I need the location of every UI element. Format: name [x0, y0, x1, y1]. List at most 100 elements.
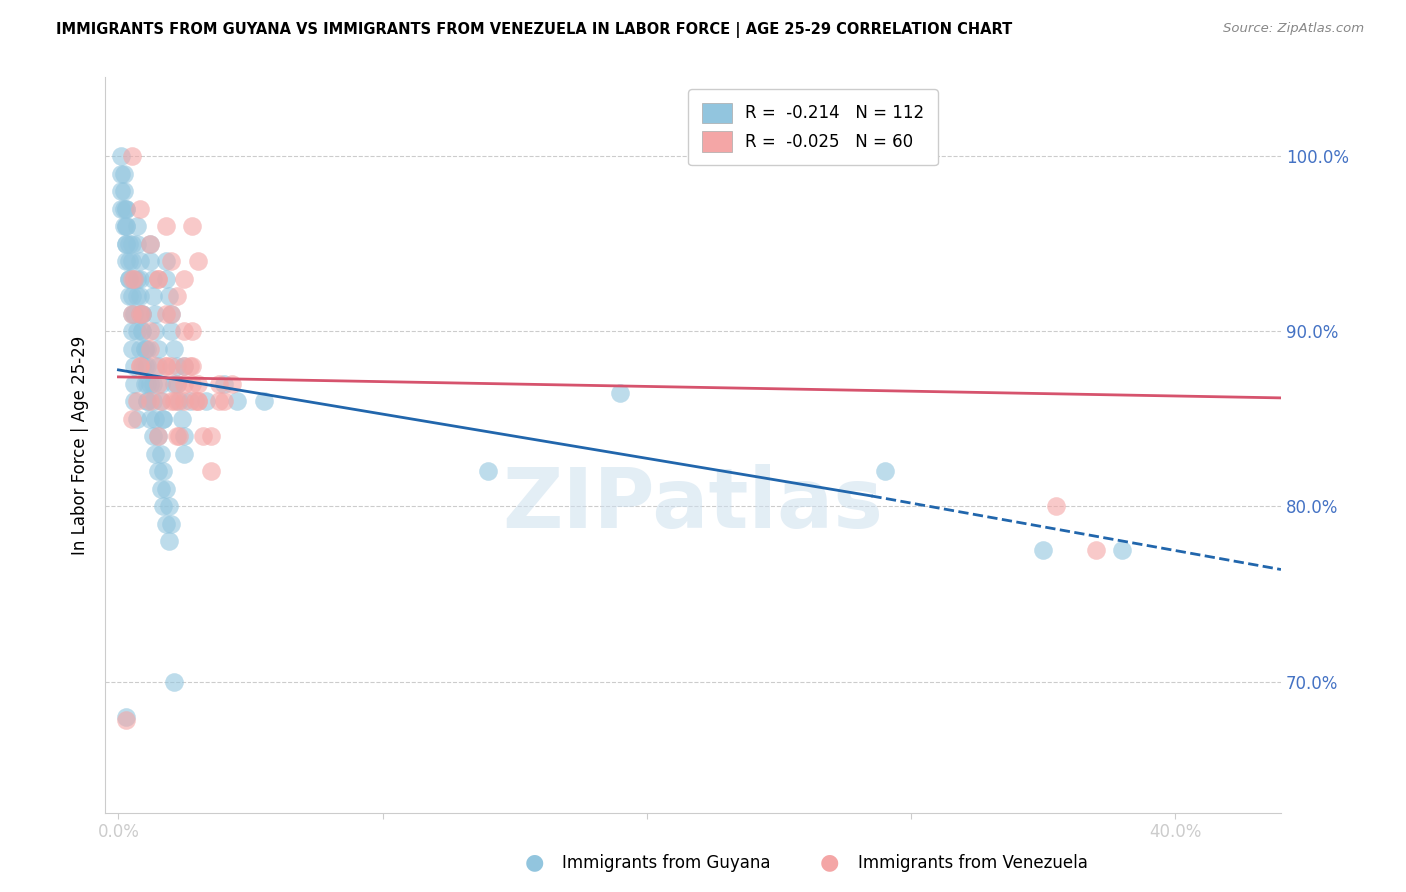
Point — [142, 429, 165, 443]
Point — [146, 429, 169, 443]
Point — [226, 394, 249, 409]
Point — [124, 359, 146, 374]
Point — [128, 359, 150, 374]
Point — [157, 534, 180, 549]
Text: ●: ● — [820, 853, 839, 872]
Point — [173, 376, 195, 391]
Point — [112, 167, 135, 181]
Point — [152, 465, 174, 479]
Point — [128, 307, 150, 321]
Point — [145, 307, 167, 321]
Point — [115, 709, 138, 723]
Point — [112, 219, 135, 234]
Point — [145, 447, 167, 461]
Point — [155, 359, 177, 374]
Point — [110, 184, 132, 198]
Point — [160, 324, 183, 338]
Point — [179, 394, 201, 409]
Text: Source: ZipAtlas.com: Source: ZipAtlas.com — [1223, 22, 1364, 36]
Point — [142, 272, 165, 286]
Point — [118, 272, 141, 286]
Point — [128, 254, 150, 268]
Point — [155, 359, 177, 374]
Text: IMMIGRANTS FROM GUYANA VS IMMIGRANTS FROM VENEZUELA IN LABOR FORCE | AGE 25-29 C: IMMIGRANTS FROM GUYANA VS IMMIGRANTS FRO… — [56, 22, 1012, 38]
Y-axis label: In Labor Force | Age 25-29: In Labor Force | Age 25-29 — [72, 335, 89, 555]
Point — [181, 219, 204, 234]
Point — [125, 236, 148, 251]
Point — [128, 359, 150, 374]
Point — [173, 359, 195, 374]
Point — [112, 202, 135, 216]
Point — [145, 324, 167, 338]
Point — [160, 516, 183, 531]
Point — [149, 376, 172, 391]
Point — [139, 412, 162, 426]
Point — [139, 394, 162, 409]
Point — [124, 272, 146, 286]
Point — [200, 465, 222, 479]
Point — [125, 272, 148, 286]
Text: ●: ● — [524, 853, 544, 872]
Point — [155, 254, 177, 268]
Point — [134, 359, 156, 374]
Point — [121, 254, 143, 268]
Point — [173, 429, 195, 443]
Point — [110, 202, 132, 216]
Point — [149, 394, 172, 409]
Point — [128, 202, 150, 216]
Point — [121, 272, 143, 286]
Point — [873, 465, 896, 479]
Point — [157, 289, 180, 303]
Point — [152, 412, 174, 426]
Point — [166, 376, 188, 391]
Point — [181, 359, 204, 374]
Point — [155, 307, 177, 321]
Point — [125, 394, 148, 409]
Point — [149, 447, 172, 461]
Point — [121, 342, 143, 356]
Point — [142, 376, 165, 391]
Point — [146, 376, 169, 391]
Point — [160, 359, 183, 374]
Point — [131, 307, 153, 321]
Point — [1032, 543, 1054, 558]
Point — [163, 394, 186, 409]
Point — [181, 324, 204, 338]
Point — [208, 376, 231, 391]
Point — [124, 272, 146, 286]
Point — [121, 307, 143, 321]
Point — [187, 394, 209, 409]
Point — [121, 307, 143, 321]
Point — [173, 324, 195, 338]
Point — [118, 236, 141, 251]
Point — [136, 342, 159, 356]
Point — [121, 324, 143, 338]
Point — [167, 394, 190, 409]
Point — [121, 236, 143, 251]
Point — [145, 359, 167, 374]
Point — [118, 254, 141, 268]
Point — [134, 342, 156, 356]
Point — [173, 359, 195, 374]
Point — [124, 307, 146, 321]
Point — [121, 149, 143, 163]
Point — [115, 254, 138, 268]
Point — [166, 359, 188, 374]
Point — [149, 394, 172, 409]
Point — [166, 376, 188, 391]
Point — [1111, 543, 1133, 558]
Text: ZIPatlas: ZIPatlas — [502, 464, 883, 544]
Point — [142, 394, 165, 409]
Point — [128, 272, 150, 286]
Point — [181, 376, 204, 391]
Point — [221, 376, 243, 391]
Point — [125, 219, 148, 234]
Point — [609, 385, 631, 400]
Point — [173, 447, 195, 461]
Point — [253, 394, 276, 409]
Point — [146, 359, 169, 374]
Point — [131, 359, 153, 374]
Point — [146, 429, 169, 443]
Point — [160, 394, 183, 409]
Text: Immigrants from Venezuela: Immigrants from Venezuela — [858, 855, 1087, 872]
